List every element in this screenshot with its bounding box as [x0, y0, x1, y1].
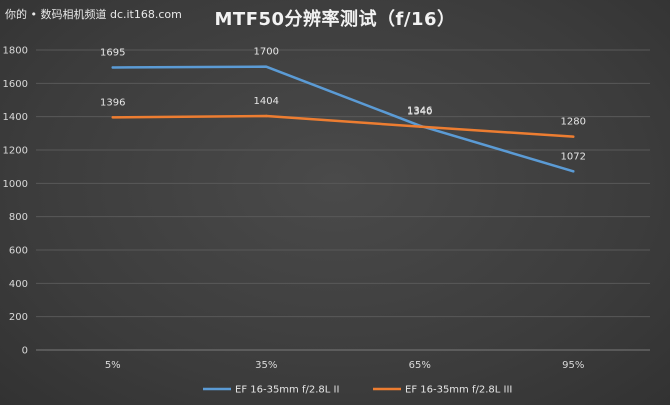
data-point — [265, 114, 268, 118]
series-line-2 — [111, 114, 575, 138]
data-point — [111, 116, 114, 119]
y-tick-label: 400 — [9, 279, 28, 290]
y-tick-label: 1800 — [3, 46, 28, 57]
y-tick-label: 1600 — [3, 79, 28, 90]
data-label: 1072 — [561, 151, 586, 162]
x-tick-label: 35% — [255, 360, 277, 371]
y-tick-label: 0 — [22, 346, 28, 357]
data-label: 1396 — [100, 97, 125, 108]
data-point — [265, 65, 268, 68]
chart-title: MTF50分辨率测试（f/16） — [214, 9, 456, 30]
data-label: 1346 — [407, 106, 432, 117]
legend-label-2: EF 16-35mm f/2.8L III — [405, 385, 512, 396]
y-tick-label: 200 — [9, 312, 28, 323]
x-tick-label: 5% — [105, 360, 121, 371]
data-label: 1700 — [254, 47, 279, 58]
y-tick-label: 1000 — [3, 179, 28, 190]
data-label: 1340 — [407, 107, 432, 118]
y-tick-label: 800 — [9, 212, 28, 223]
data-point — [572, 135, 575, 138]
watermark: 你的 • 数码相机频道 dc.it168.com — [5, 8, 182, 21]
series-line-1 — [111, 65, 575, 173]
x-tick-label: 95% — [562, 360, 584, 371]
data-label: 1280 — [561, 117, 586, 128]
data-label: 1695 — [100, 48, 125, 59]
y-tick-label: 600 — [9, 246, 28, 257]
data-label: 1404 — [254, 96, 279, 107]
data-point — [111, 66, 114, 69]
y-tick-label: 1400 — [3, 112, 28, 123]
y-tick-label: 1200 — [3, 146, 28, 157]
legend-label-1: EF 16-35mm f/2.8L II — [235, 385, 339, 396]
data-point — [418, 125, 421, 128]
x-tick-label: 65% — [409, 360, 431, 371]
data-point — [572, 170, 575, 173]
